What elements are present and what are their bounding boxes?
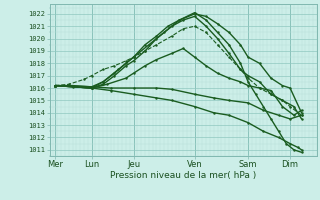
X-axis label: Pression niveau de la mer( hPa ): Pression niveau de la mer( hPa ) <box>110 171 256 180</box>
